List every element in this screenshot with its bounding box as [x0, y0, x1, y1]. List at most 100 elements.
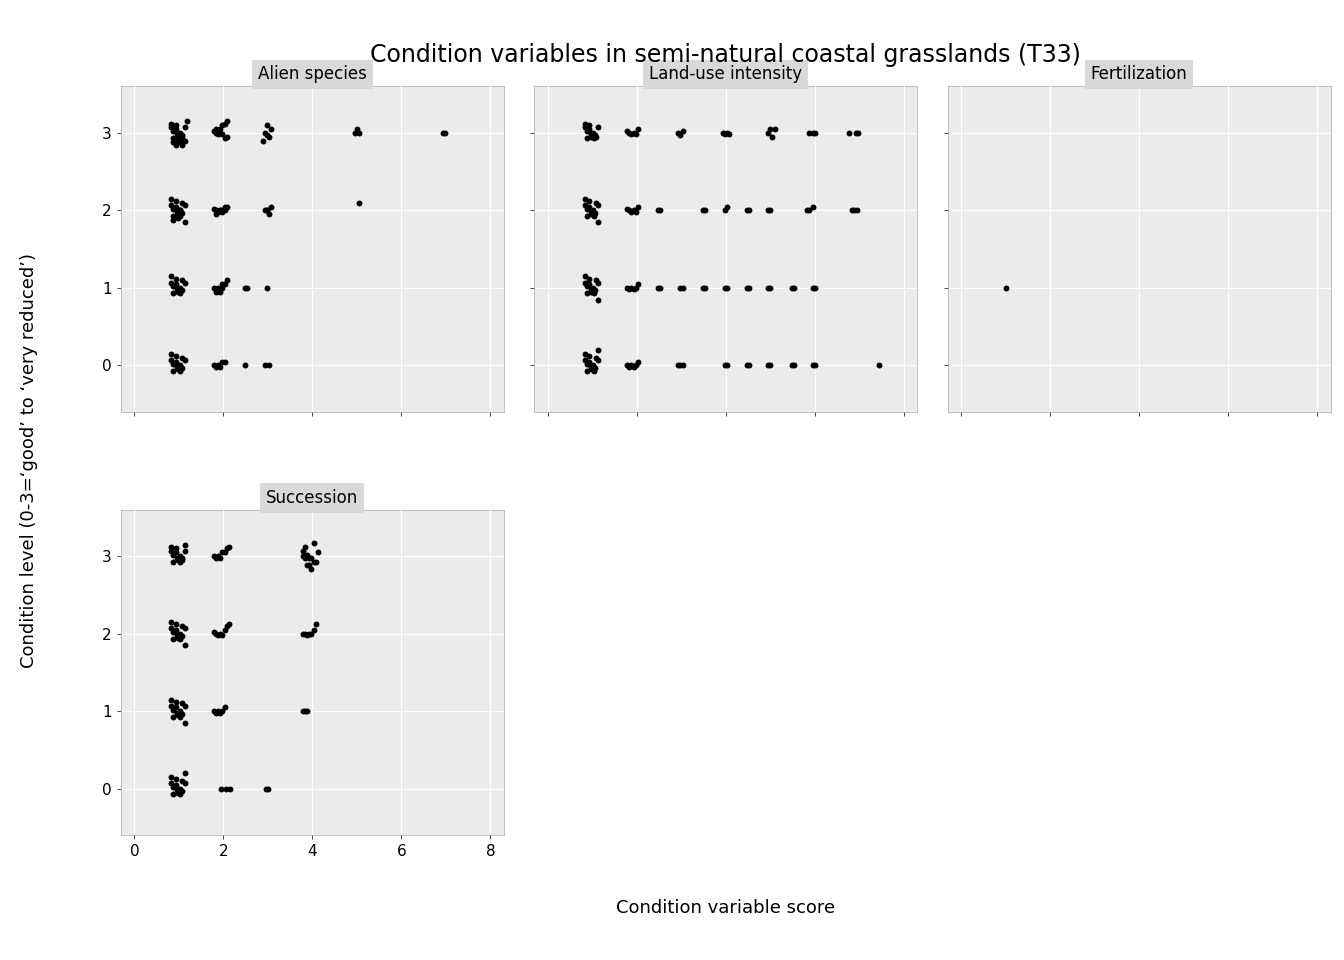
Point	[296, 628, 317, 643]
Point	[160, 692, 181, 708]
Point	[212, 127, 234, 142]
Point	[173, 352, 195, 368]
Point	[172, 350, 194, 366]
Point	[203, 358, 224, 373]
Point	[714, 127, 735, 142]
Point	[577, 363, 598, 378]
Point	[206, 626, 227, 641]
Title: Alien species: Alien species	[258, 65, 367, 84]
Point	[173, 776, 195, 791]
Point	[165, 622, 187, 637]
Point	[577, 278, 598, 294]
Point	[165, 540, 187, 556]
Point	[578, 276, 599, 292]
Point	[577, 202, 598, 217]
Point	[578, 348, 599, 364]
Point	[302, 554, 324, 569]
Point	[585, 282, 606, 298]
Point	[583, 286, 605, 301]
Point	[578, 117, 599, 132]
Point	[301, 562, 323, 577]
Point	[847, 203, 868, 218]
Point	[622, 282, 644, 298]
Point	[577, 356, 598, 372]
Point	[587, 214, 609, 229]
Point	[160, 191, 181, 206]
Title: Succession: Succession	[266, 489, 359, 507]
Point	[294, 704, 316, 719]
Point	[348, 195, 370, 210]
Point	[648, 280, 669, 296]
Point	[574, 275, 595, 290]
Point	[257, 781, 278, 797]
Point	[163, 786, 184, 802]
Point	[581, 206, 602, 222]
Point	[214, 131, 235, 146]
Point	[173, 120, 195, 135]
Point	[716, 199, 738, 214]
Point	[585, 273, 606, 288]
Point	[160, 275, 181, 290]
Point	[203, 202, 224, 217]
Point	[173, 715, 195, 731]
Point	[160, 776, 181, 791]
Point	[308, 544, 329, 560]
Point	[583, 363, 605, 378]
Point	[798, 203, 820, 218]
Point	[298, 550, 320, 565]
Point	[781, 280, 802, 296]
Point	[173, 133, 195, 149]
Point	[207, 358, 228, 373]
Point	[301, 626, 323, 641]
Point	[163, 624, 184, 639]
Point	[296, 547, 317, 563]
Point	[169, 548, 191, 564]
Point	[165, 137, 187, 153]
Point	[581, 282, 602, 298]
Point	[167, 204, 188, 220]
Point	[169, 125, 191, 140]
Point	[431, 125, 453, 140]
Point	[203, 124, 224, 139]
Point	[163, 202, 184, 217]
Point	[173, 198, 195, 213]
Point	[171, 205, 192, 221]
Point	[622, 359, 644, 374]
Point	[160, 198, 181, 213]
Point	[210, 626, 231, 641]
Point	[171, 128, 192, 143]
Point	[581, 284, 602, 300]
Point	[203, 624, 224, 639]
Point	[784, 358, 805, 373]
Point	[165, 348, 187, 364]
Point	[169, 708, 191, 724]
Point	[207, 548, 228, 564]
Point	[625, 204, 646, 220]
Point	[258, 206, 280, 222]
Point	[257, 117, 278, 132]
Point	[254, 125, 276, 140]
Point	[206, 125, 227, 140]
Point	[167, 630, 188, 645]
Point	[163, 356, 184, 372]
Point	[292, 548, 313, 564]
Point	[171, 360, 192, 375]
Point	[294, 540, 316, 555]
Point	[737, 203, 758, 218]
Point	[165, 271, 187, 286]
Point	[625, 358, 646, 373]
Point	[169, 781, 191, 797]
Point	[216, 199, 238, 214]
Point	[212, 354, 234, 370]
Point	[169, 286, 191, 301]
Text: Condition level (0-3=‘good’ to ‘very reduced’): Condition level (0-3=‘good’ to ‘very red…	[20, 253, 38, 668]
Point	[716, 125, 738, 140]
Point	[578, 271, 599, 286]
Point	[163, 124, 184, 139]
Point	[347, 121, 368, 136]
Point	[759, 121, 781, 136]
Point	[802, 358, 824, 373]
Point	[169, 626, 191, 641]
Point	[167, 133, 188, 149]
Point	[618, 203, 640, 218]
